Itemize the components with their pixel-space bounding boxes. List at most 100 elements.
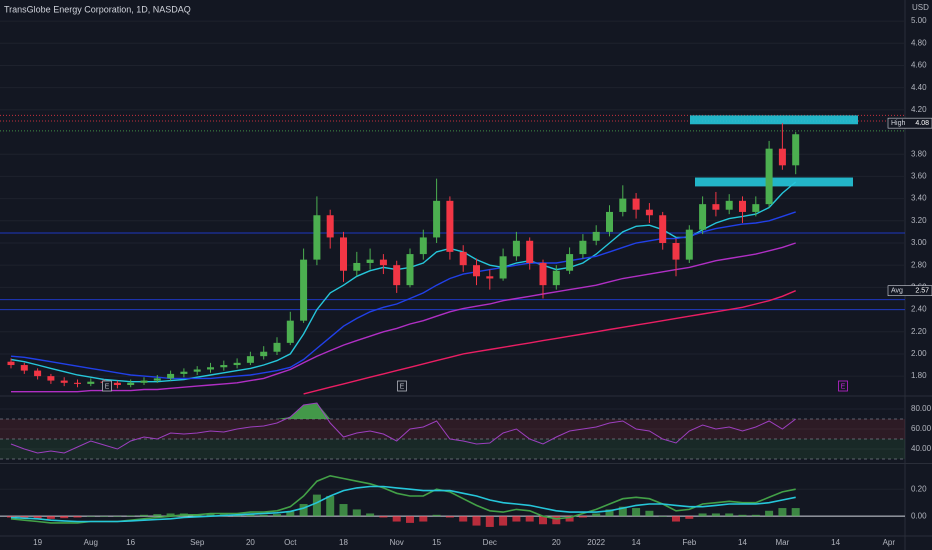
x-tick-label: 19	[33, 538, 42, 547]
histogram-bar	[339, 504, 348, 517]
earnings-marker	[397, 380, 407, 392]
x-tick-label: 14	[738, 538, 747, 547]
histogram-bar	[711, 513, 720, 517]
histogram-bar	[20, 516, 29, 519]
histogram-bar	[751, 514, 760, 517]
x-tick-label: 14	[632, 538, 641, 547]
candle-body	[712, 204, 720, 210]
candle-body	[566, 254, 574, 271]
currency-label: USD	[912, 3, 929, 12]
x-tick-label: 15	[432, 538, 441, 547]
macd-line	[10, 474, 796, 524]
candle-body	[725, 200, 733, 210]
candle-body	[739, 200, 746, 212]
earnings-marker	[838, 380, 848, 392]
histogram-bar	[539, 516, 547, 525]
histogram-bar	[312, 494, 321, 517]
histogram-bar	[352, 509, 361, 517]
x-tick-label: Oct	[284, 538, 297, 547]
y-tick-label: 80.00	[911, 404, 932, 413]
histogram-bar	[60, 516, 69, 519]
histogram-bar	[592, 513, 601, 517]
histogram-bar	[738, 514, 747, 517]
candle-body	[579, 240, 587, 255]
y-tick-label: 40.00	[911, 444, 932, 453]
y-tick-label: 3.00	[911, 238, 927, 247]
histogram-bar	[7, 516, 15, 518]
y-tick-label: 0.00	[911, 511, 927, 520]
histogram-bar	[392, 516, 401, 522]
y-tick-label: 3.80	[911, 149, 927, 158]
candle-body	[645, 209, 653, 216]
candle-body	[486, 276, 494, 279]
x-tick-label: Mar	[776, 538, 790, 547]
y-tick-label: 2.20	[911, 327, 927, 336]
histogram-bar	[765, 510, 774, 517]
histogram-bar	[73, 516, 82, 518]
x-tick-label: 16	[126, 538, 135, 547]
histogram-bar	[485, 516, 494, 527]
histogram-bar	[246, 514, 255, 517]
x-tick-label: 20	[552, 538, 561, 547]
histogram-bar	[499, 516, 508, 526]
candle-body	[765, 148, 773, 205]
histogram-bar	[379, 516, 388, 518]
x-tick-label: 14	[831, 538, 840, 547]
candle-body	[512, 240, 520, 257]
candle-body	[778, 148, 786, 166]
earnings-label: E	[841, 383, 846, 390]
x-tick-label: Aug	[84, 538, 98, 547]
histogram-bar	[273, 514, 281, 517]
histogram-bar	[605, 509, 614, 517]
histogram-bar	[432, 514, 441, 517]
y-tick-label: 0.20	[911, 484, 927, 493]
plot-layer	[0, 20, 905, 527]
candle-body	[326, 215, 334, 238]
candle-body	[140, 380, 148, 383]
histogram-bar	[140, 514, 148, 517]
y-tick-label: 4.60	[911, 61, 927, 70]
x-tick-label: 2022	[587, 538, 605, 547]
candle-body	[113, 382, 121, 386]
price-tag-name: High	[891, 120, 906, 127]
y-tick-label: 4.40	[911, 83, 927, 92]
candle-body	[60, 380, 68, 383]
candle-body	[552, 270, 560, 286]
candle-body	[619, 198, 627, 212]
histogram-bar	[791, 508, 800, 517]
histogram-bar	[672, 516, 680, 522]
band-fill	[0, 419, 905, 439]
histogram-bar	[406, 516, 414, 523]
candle-body	[260, 351, 268, 357]
candle-body	[473, 265, 480, 277]
zone	[695, 177, 853, 187]
candle-body	[659, 215, 667, 243]
candle-body	[47, 376, 55, 381]
candle-body	[379, 259, 387, 266]
candle-body	[685, 229, 693, 260]
histogram-bar	[86, 516, 95, 517]
histogram-bar	[326, 495, 335, 517]
price-tag	[887, 285, 932, 297]
earnings-label: E	[105, 383, 110, 390]
y-tick-label: 4.80	[911, 38, 927, 47]
x-tick-label: Dec	[483, 538, 497, 547]
candle-body	[193, 369, 201, 372]
y-tick-label: 4.20	[911, 105, 927, 114]
candle-body	[433, 200, 441, 238]
moving-average	[303, 290, 796, 395]
histogram-bar	[658, 516, 667, 517]
x-tick-label: Apr	[883, 538, 896, 547]
candle-body	[446, 200, 454, 252]
histogram-bar	[299, 504, 308, 517]
candle-body	[180, 371, 188, 374]
candle-body	[752, 204, 760, 212]
histogram-bar	[632, 508, 641, 517]
histogram-bar	[525, 516, 534, 522]
x-tick-label: 20	[246, 538, 255, 547]
candle-body	[167, 373, 175, 379]
histogram-bar	[366, 513, 375, 517]
